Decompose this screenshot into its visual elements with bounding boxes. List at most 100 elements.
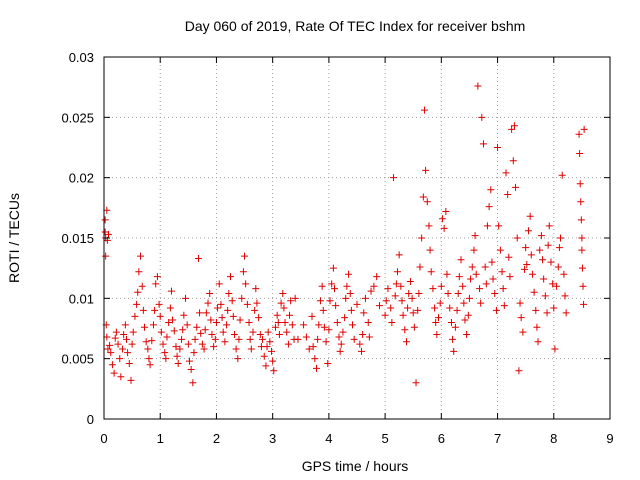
data-point [557,234,565,242]
data-point [426,246,434,254]
data-point [114,340,122,348]
data-point [263,343,271,351]
data-point [102,252,110,260]
data-point [200,345,208,353]
data-point [137,252,145,260]
data-point [162,355,170,363]
data-point [560,270,568,278]
data-point [373,273,381,281]
data-point [554,263,562,271]
data-point [432,318,440,326]
data-point [422,166,430,174]
x-tick-label: 1 [157,431,164,446]
data-point [541,292,549,300]
data-point [139,306,147,314]
data-point [107,349,115,357]
data-point [500,302,508,310]
data-point [455,273,463,281]
data-point [488,258,496,266]
y-tick-label: 0.005 [61,352,94,367]
y-axis-title: ROTI / TECUs [6,193,22,283]
data-point [269,357,277,365]
data-point [454,290,462,298]
data-point [159,340,167,348]
data-point [418,234,426,242]
data-point [316,297,324,305]
data-point [106,341,114,349]
data-point [451,323,459,331]
data-point [577,216,585,224]
data-point [508,125,516,133]
data-point [104,230,112,238]
data-point [245,318,253,326]
data-point [549,280,557,288]
data-point [487,186,495,194]
data-point [166,304,174,312]
data-point [116,355,124,363]
data-point [284,340,292,348]
data-point [128,340,136,348]
data-point [219,328,227,336]
data-point [397,282,405,290]
data-point [201,326,209,334]
data-point [387,304,395,312]
data-point [384,285,392,293]
data-point [537,232,545,240]
data-point [395,251,403,259]
data-point [228,297,236,305]
data-point [197,329,205,337]
data-point [110,369,118,377]
data-point [579,282,587,290]
data-point [580,300,588,308]
data-point [152,280,160,288]
data-point [365,333,373,341]
data-point [576,150,584,158]
data-point [121,321,129,329]
data-point [178,335,186,343]
data-point [464,311,472,319]
data-point [555,244,563,252]
data-point [234,355,242,363]
x-tick-label: 5 [381,431,388,446]
data-point [309,343,317,351]
data-point [151,306,159,314]
data-point [185,357,193,365]
data-point [468,263,476,271]
data-point [502,169,510,177]
data-point [401,326,409,334]
data-point [509,157,517,165]
data-point [543,309,551,317]
data-point [169,316,177,324]
data-point [494,144,502,151]
data-point [268,347,276,355]
data-point [331,285,339,293]
data-point [472,270,480,278]
data-point [414,306,422,314]
data-point [482,280,490,288]
data-point [305,345,313,353]
data-point [578,264,586,272]
y-tick-labels: 0 0.005 0.01 0.015 0.02 0.025 0.03 [61,50,94,427]
data-point [170,327,178,335]
data-point [419,193,427,201]
data-point [349,321,357,329]
data-point [375,302,383,310]
data-point [440,224,448,232]
data-point [196,309,204,317]
data-point [408,294,416,302]
data-point [446,304,454,312]
data-point [294,335,302,343]
data-point [232,345,240,353]
data-point [337,340,345,348]
data-point [505,253,513,261]
data-point [277,299,285,307]
data-point [167,287,175,295]
y-tick-label: 0.01 [69,291,94,306]
data-point [202,309,210,317]
data-point [191,335,199,343]
data-point [266,338,274,346]
data-point [342,294,350,302]
data-point [576,180,584,188]
data-point [361,294,369,302]
data-point [460,299,468,307]
